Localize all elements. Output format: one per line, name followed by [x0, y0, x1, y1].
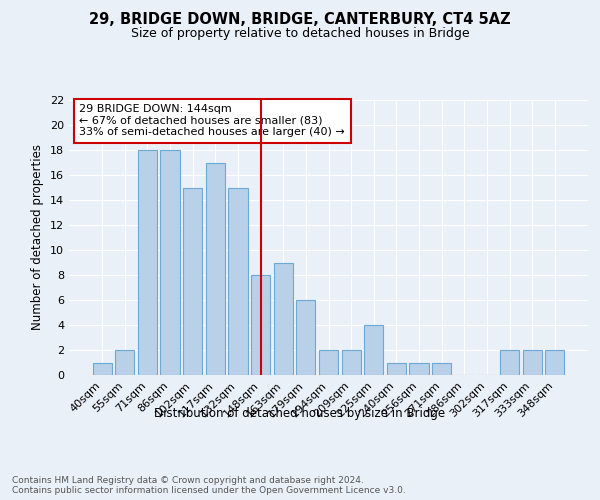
Bar [364, 325, 383, 375]
Text: Distribution of detached houses by size in Bridge: Distribution of detached houses by size … [154, 408, 446, 420]
Text: Contains HM Land Registry data © Crown copyright and database right 2024.
Contai: Contains HM Land Registry data © Crown c… [12, 476, 406, 495]
Bar [251, 275, 270, 375]
Bar [274, 262, 293, 375]
Bar [500, 350, 519, 375]
Bar [545, 350, 565, 375]
Bar [138, 150, 157, 375]
Bar [523, 350, 542, 375]
Text: 29 BRIDGE DOWN: 144sqm
← 67% of detached houses are smaller (83)
33% of semi-det: 29 BRIDGE DOWN: 144sqm ← 67% of detached… [79, 104, 345, 138]
Y-axis label: Number of detached properties: Number of detached properties [31, 144, 44, 330]
Bar [387, 362, 406, 375]
Text: 29, BRIDGE DOWN, BRIDGE, CANTERBURY, CT4 5AZ: 29, BRIDGE DOWN, BRIDGE, CANTERBURY, CT4… [89, 12, 511, 28]
Bar [160, 150, 180, 375]
Bar [319, 350, 338, 375]
Bar [296, 300, 316, 375]
Bar [206, 162, 225, 375]
Bar [92, 362, 112, 375]
Bar [115, 350, 134, 375]
Bar [409, 362, 428, 375]
Bar [341, 350, 361, 375]
Bar [229, 188, 248, 375]
Text: Size of property relative to detached houses in Bridge: Size of property relative to detached ho… [131, 28, 469, 40]
Bar [432, 362, 451, 375]
Bar [183, 188, 202, 375]
